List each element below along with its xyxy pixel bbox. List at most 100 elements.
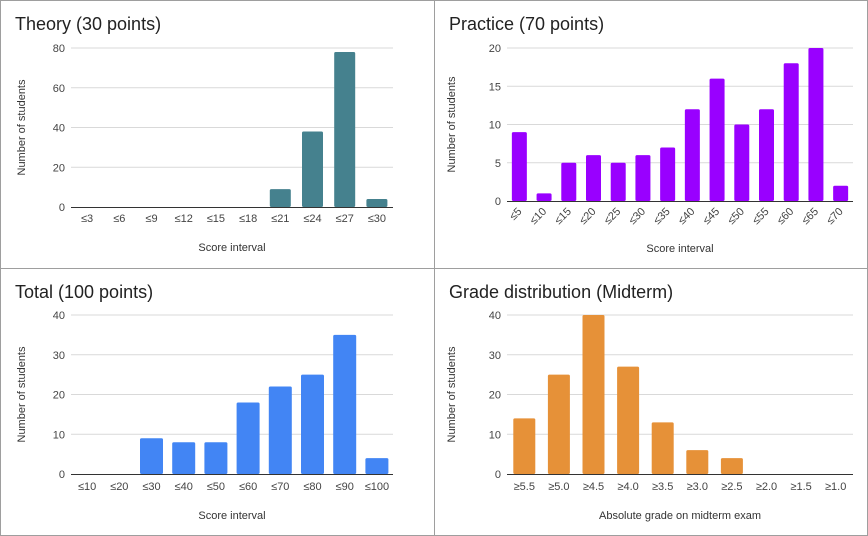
x-axis-label: Score interval	[198, 242, 265, 254]
x-tick-label: ≤35	[651, 206, 672, 227]
x-tick-label: ≥3.0	[687, 481, 708, 493]
y-axis-label: Number of students	[16, 79, 28, 175]
x-tick-label: ≤40	[676, 206, 697, 227]
y-tick-label: 10	[489, 429, 501, 441]
bar	[365, 458, 389, 474]
x-tick-label: ≥2.0	[756, 481, 777, 493]
y-tick-label: 40	[489, 310, 501, 322]
chart-grade-distribution-svg: Grade distribution (Midterm) 0 10 20 30 40 ≥5.…	[446, 282, 853, 522]
x-tick-label: ≤10	[78, 481, 96, 493]
bar	[547, 374, 570, 474]
x-tick-label: ≤60	[239, 481, 257, 493]
bar	[660, 147, 676, 201]
x-axis-label: Score interval	[198, 510, 265, 522]
x-tick-label: ≤90	[336, 481, 354, 493]
bar	[140, 438, 163, 474]
y-tick-label: 0	[495, 469, 501, 481]
x-tick-label: ≤25	[602, 206, 623, 227]
bar	[301, 374, 324, 474]
y-tick-label: 20	[489, 390, 501, 402]
x-tick-label: ≤27	[336, 213, 354, 225]
bar	[586, 155, 601, 201]
bar	[302, 131, 323, 207]
bar	[172, 442, 196, 474]
x-tick-label: ≤50	[207, 481, 225, 493]
x-tick-label: ≤5	[507, 206, 524, 223]
x-tick-label: ≤60	[775, 206, 796, 227]
bar	[720, 458, 743, 474]
x-tick-label: ≤9	[145, 213, 157, 225]
chart-theory: Theory (30 points) 0 20 40 60 80 ≤3 ≤6 ≤9 ≤12 ≤15 ≤…	[1, 1, 434, 268]
x-tick-label: ≤30	[142, 481, 160, 493]
x-tick-label: ≤3	[81, 213, 93, 225]
x-tick-label: ≥4.5	[583, 481, 604, 493]
x-tick-label: ≤30	[368, 213, 386, 225]
y-tick-label: 60	[53, 83, 65, 95]
y-tick-label: 20	[489, 43, 501, 55]
bar	[268, 386, 292, 474]
x-tick-label: ≥5.5	[514, 481, 535, 493]
x-tick-label: ≤24	[303, 213, 321, 225]
bar	[511, 132, 527, 201]
x-tick-label: ≥1.5	[790, 481, 811, 493]
bar	[236, 402, 260, 474]
bar	[833, 185, 849, 201]
y-tick-label: 5	[495, 158, 501, 170]
y-tick-label: 80	[53, 43, 65, 55]
bar	[536, 193, 552, 201]
x-tick-label: ≥3.5	[652, 481, 673, 493]
x-tick-label: ≤50	[725, 206, 746, 227]
y-axis-label: Number of students	[446, 346, 458, 442]
bar	[686, 450, 709, 474]
y-tick-label: 40	[53, 123, 65, 135]
x-tick-label: ≥1.0	[825, 481, 846, 493]
chart-total-svg: Total (100 points) 0 10 20 30 40 ≤10 ≤20 ≤30 ≤40 ≤…	[15, 282, 393, 522]
y-tick-label: 15	[489, 81, 501, 93]
bar	[561, 162, 577, 201]
x-tick-label: ≤100	[365, 481, 389, 493]
x-tick-label: ≤6	[113, 213, 125, 225]
x-tick-label: ≤30	[627, 206, 648, 227]
x-tick-label: ≤65	[800, 206, 821, 227]
x-tick-label: ≥5.0	[548, 481, 569, 493]
y-axis-label: Number of students	[446, 76, 458, 172]
x-axis-label: Absolute grade on midterm exam	[599, 510, 761, 522]
x-tick-label: ≥4.0	[617, 481, 638, 493]
bar	[204, 442, 228, 474]
bar	[808, 48, 824, 201]
y-tick-label: 20	[53, 162, 65, 174]
x-tick-label: ≤15	[207, 213, 225, 225]
bar	[513, 418, 536, 474]
chart-title: Grade distribution (Midterm)	[449, 282, 673, 302]
x-tick-label: ≤70	[271, 481, 289, 493]
x-tick-label: ≤20	[110, 481, 128, 493]
bar	[610, 162, 626, 201]
y-tick-label: 10	[53, 429, 65, 441]
chart-theory-svg: Theory (30 points) 0 20 40 60 80 ≤3 ≤6 ≤9 ≤12 ≤15 ≤…	[15, 14, 393, 254]
x-tick-label: ≤80	[303, 481, 321, 493]
bar	[734, 124, 750, 201]
x-tick-label: ≤21	[271, 213, 289, 225]
chart-practice: Practice (70 points) 0 5 10 15 20 ≤5 ≤10 ≤15 ≤20 ≤…	[435, 1, 867, 268]
bar	[783, 63, 799, 201]
x-tick-label: ≥2.5	[721, 481, 742, 493]
y-axis-label: Number of students	[16, 346, 28, 442]
x-tick-label: ≤18	[239, 213, 257, 225]
bar	[759, 109, 774, 201]
bar	[617, 366, 640, 474]
x-tick-label: ≤12	[175, 213, 193, 225]
bar	[334, 51, 356, 207]
panel-divider-horizontal	[1, 268, 867, 269]
bar	[651, 422, 674, 474]
x-axis-label: Score interval	[646, 243, 713, 255]
y-tick-label: 30	[53, 350, 65, 362]
x-tick-label: ≤40	[175, 481, 193, 493]
x-tick-label: ≤70	[824, 206, 845, 227]
bar	[684, 109, 700, 201]
y-tick-label: 40	[53, 310, 65, 322]
y-tick-label: 0	[59, 202, 65, 214]
bar	[366, 199, 388, 207]
chart-title: Theory (30 points)	[15, 14, 161, 34]
